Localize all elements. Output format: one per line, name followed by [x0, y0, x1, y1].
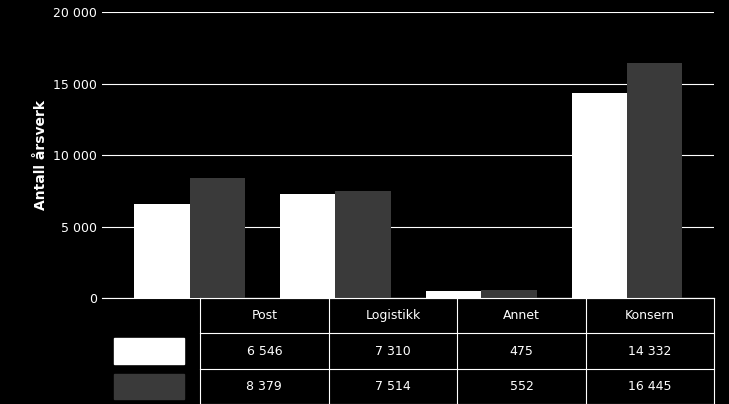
Text: 552: 552: [510, 380, 534, 393]
Text: 14 332: 14 332: [628, 345, 672, 358]
Text: 7 514: 7 514: [375, 380, 411, 393]
Bar: [134, 204, 190, 298]
FancyBboxPatch shape: [114, 338, 184, 364]
Bar: [627, 63, 682, 298]
Bar: [481, 290, 537, 298]
Text: 7 310: 7 310: [375, 345, 411, 358]
Text: 475: 475: [510, 345, 534, 358]
Bar: [426, 291, 481, 298]
Text: Annet: Annet: [503, 309, 540, 322]
Text: 8 379: 8 379: [246, 380, 282, 393]
FancyBboxPatch shape: [114, 374, 184, 399]
Text: Konsern: Konsern: [625, 309, 675, 322]
Text: Post: Post: [252, 309, 277, 322]
Bar: [572, 93, 627, 298]
Bar: [280, 194, 335, 298]
Text: 6 546: 6 546: [246, 345, 282, 358]
Bar: [190, 178, 245, 298]
Y-axis label: Antall årsverk: Antall årsverk: [34, 100, 48, 210]
Text: 16 445: 16 445: [628, 380, 672, 393]
Bar: [335, 191, 391, 298]
Text: Logistikk: Logistikk: [365, 309, 421, 322]
